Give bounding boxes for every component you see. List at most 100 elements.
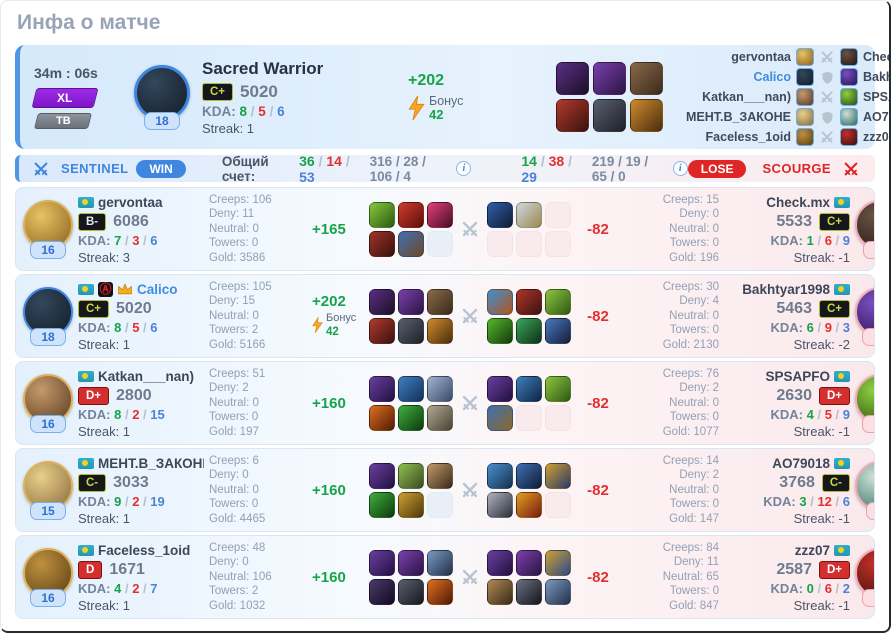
matchup-left-name[interactable]: gervontaa	[731, 50, 791, 64]
player-name[interactable]: Faceless_1oid	[98, 542, 191, 558]
player-name[interactable]: Bakhtyar1998	[742, 281, 830, 297]
item-icon[interactable]	[369, 201, 395, 228]
item-icon[interactable]	[427, 288, 453, 315]
item-icon[interactable]	[487, 462, 513, 489]
item-icon[interactable]	[487, 317, 513, 344]
matchup-left-avatar[interactable]	[796, 48, 814, 66]
matchup-right-avatar[interactable]	[840, 48, 858, 66]
item-icon[interactable]	[398, 491, 424, 518]
lose-badge: LOSE	[687, 159, 747, 178]
player-name[interactable]: МЕНТ.В_ЗАКОНЕ	[98, 455, 204, 471]
item-icon[interactable]	[398, 462, 424, 489]
item-icon[interactable]	[369, 404, 395, 431]
player-name[interactable]: SPSAPFO	[765, 368, 830, 384]
item-icon[interactable]	[427, 549, 453, 576]
item-icon[interactable]	[545, 549, 571, 576]
item-icon[interactable]	[487, 375, 513, 402]
item-icon[interactable]	[398, 230, 424, 257]
matchup-right-avatar[interactable]	[840, 68, 858, 86]
item-icon[interactable]	[427, 317, 453, 344]
item-icon[interactable]	[516, 201, 542, 228]
item-icon[interactable]	[556, 99, 589, 132]
item-icon[interactable]	[427, 201, 453, 228]
player-name[interactable]: AO79018	[772, 455, 830, 471]
item-icon[interactable]	[516, 578, 542, 605]
item-icon[interactable]	[545, 375, 571, 402]
matchup-right-name[interactable]: zzz07	[863, 130, 889, 144]
player-name[interactable]: Check.mx	[766, 194, 830, 210]
item-icon[interactable]	[398, 578, 424, 605]
item-icon[interactable]	[427, 578, 453, 605]
item-icon[interactable]	[487, 549, 513, 576]
item-icon[interactable]	[369, 317, 395, 344]
player-avatar[interactable]	[23, 547, 73, 598]
matchup-left-name[interactable]: Faceless_1oid	[705, 130, 791, 144]
item-icon[interactable]	[516, 491, 542, 518]
player-name[interactable]: gervontaa	[98, 194, 163, 210]
item-icon[interactable]	[369, 491, 395, 518]
item-icon[interactable]	[398, 375, 424, 402]
matchup-right-name[interactable]: Bakhtyar1998	[863, 70, 889, 84]
item-icon[interactable]	[427, 375, 453, 402]
matchup-left-avatar[interactable]	[796, 108, 814, 126]
item-icon[interactable]	[545, 462, 571, 489]
item-icon[interactable]	[398, 288, 424, 315]
item-icon[interactable]	[545, 317, 571, 344]
matchup-left-avatar[interactable]	[796, 128, 814, 146]
item-icon[interactable]	[545, 288, 571, 315]
item-icon[interactable]	[630, 99, 663, 132]
hero-avatar[interactable]	[134, 64, 190, 121]
matchup-right-name[interactable]: Check.mx	[863, 50, 891, 64]
item-icon[interactable]	[593, 62, 626, 95]
stat-line: Gold: 147	[669, 512, 719, 525]
item-icon[interactable]	[593, 99, 626, 132]
player-name[interactable]: Katkan___nan)	[98, 368, 195, 384]
player-name[interactable]: Calico	[137, 281, 178, 297]
item-icon[interactable]	[369, 230, 395, 257]
item-icon[interactable]	[545, 578, 571, 605]
items-grid-right	[487, 462, 571, 518]
hero-kda: KDA: 8 / 5 / 6	[202, 103, 285, 119]
item-icon[interactable]	[427, 404, 453, 431]
matchup-right-name[interactable]: AO79018	[863, 110, 889, 124]
item-icon[interactable]	[398, 549, 424, 576]
stat-line: Creeps: 6	[209, 454, 259, 467]
item-icon[interactable]	[369, 288, 395, 315]
item-icon[interactable]	[369, 549, 395, 576]
bonus-block: +160	[308, 395, 364, 412]
matchup-left-name[interactable]: Katkan___nan)	[702, 90, 791, 104]
item-icon[interactable]	[487, 578, 513, 605]
item-icon[interactable]	[487, 288, 513, 315]
matchup-right-avatar[interactable]	[840, 108, 858, 126]
item-icon[interactable]	[516, 462, 542, 489]
matchup-right-avatar[interactable]	[840, 128, 858, 146]
item-icon[interactable]	[427, 462, 453, 489]
item-icon[interactable]	[630, 62, 663, 95]
item-icon[interactable]	[487, 201, 513, 228]
item-icon[interactable]	[516, 288, 542, 315]
item-icon[interactable]	[369, 462, 395, 489]
matchup-left-avatar[interactable]	[796, 68, 814, 86]
item-icon[interactable]	[516, 375, 542, 402]
matchup-right-name[interactable]: SPSAPFO	[863, 90, 889, 104]
item-icon[interactable]	[516, 549, 542, 576]
matchup-left-avatar[interactable]	[796, 88, 814, 106]
stat-line: Towers: 0	[669, 324, 719, 337]
item-icon[interactable]	[398, 317, 424, 344]
info-icon[interactable]: i	[672, 161, 688, 176]
item-icon[interactable]	[487, 404, 513, 431]
matchup-right-avatar[interactable]	[840, 88, 858, 106]
item-icon[interactable]	[398, 404, 424, 431]
item-icon[interactable]	[487, 491, 513, 518]
matchup-left-name[interactable]: МЕНТ.В_ЗАКОНЕ	[685, 110, 791, 124]
info-icon[interactable]: i	[456, 161, 472, 176]
item-icon[interactable]	[516, 317, 542, 344]
item-icon[interactable]	[369, 578, 395, 605]
rating-delta-loss: -82	[587, 481, 609, 499]
country-flag-icon	[834, 370, 850, 382]
player-name[interactable]: zzz07	[794, 542, 830, 558]
item-icon[interactable]	[369, 375, 395, 402]
item-icon[interactable]	[398, 201, 424, 228]
matchup-left-name[interactable]: Calico	[753, 70, 791, 84]
item-icon[interactable]	[556, 62, 589, 95]
